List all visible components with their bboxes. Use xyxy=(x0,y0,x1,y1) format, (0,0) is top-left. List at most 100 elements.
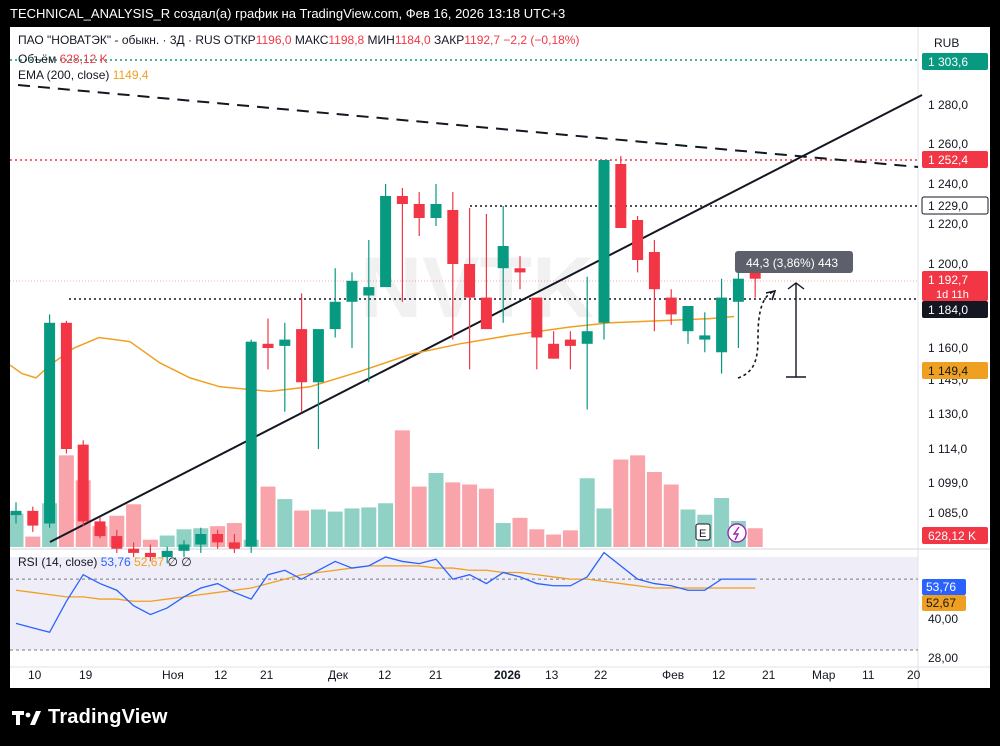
price-tick-label: 1 130,0 xyxy=(928,407,968,421)
candle-body xyxy=(44,322,56,524)
candle-body xyxy=(346,280,358,302)
ohlc-legend: ПАО "НОВАТЭК" - обыкн. · 3Д · RUS ОТКР11… xyxy=(18,33,579,47)
time-tick-label: Мар xyxy=(812,668,836,682)
candle-body xyxy=(144,552,156,558)
time-tick-label: 21 xyxy=(762,668,776,682)
price-badge-label: 1 192,7 xyxy=(928,273,968,287)
volume-bar xyxy=(562,530,578,547)
time-tick-label: 13 xyxy=(545,668,559,682)
measure-label: 44,3 (3,86%) 443 xyxy=(746,256,838,270)
tradingview-logo[interactable]: TradingView xyxy=(12,706,168,729)
currency-label[interactable]: RUB xyxy=(934,36,960,50)
volume-bar xyxy=(680,509,696,547)
volume-bar xyxy=(10,513,24,547)
price-badge xyxy=(922,301,988,318)
volume-bar xyxy=(159,535,175,547)
volume-bar xyxy=(58,455,74,547)
time-tick-label: 20 xyxy=(907,668,921,682)
measure-arrow xyxy=(787,282,805,290)
volume-bar xyxy=(294,510,310,547)
candle-body xyxy=(413,204,425,218)
rsi-badge-label: 53,76 xyxy=(926,580,956,594)
high-value: 1198,8 xyxy=(328,33,365,47)
ema-legend: EMA (200, close) 1149,4 xyxy=(18,68,149,82)
candle-body xyxy=(682,306,694,332)
volume-bar xyxy=(445,482,461,547)
candle-body xyxy=(598,160,610,323)
candle-body xyxy=(77,444,89,522)
open-value: 1196,0 xyxy=(255,33,292,47)
rsi-band xyxy=(10,557,918,650)
candle-body xyxy=(329,301,341,330)
projection-arrow xyxy=(765,289,777,301)
brand-text: TradingView xyxy=(48,706,168,728)
volume-bar xyxy=(579,478,595,547)
volume-bar xyxy=(361,507,377,547)
candle-body xyxy=(615,164,627,228)
price-tick-label: 1 200,0 xyxy=(928,257,968,271)
measure-label-box xyxy=(735,251,853,273)
volume-bar xyxy=(378,503,394,547)
time-tick-label: 21 xyxy=(429,668,443,682)
rsi-label: RSI (14, close) xyxy=(18,555,98,569)
time-tick-label: Дек xyxy=(328,668,349,682)
candle-body xyxy=(27,510,39,526)
rsi-value: 53,76 xyxy=(100,555,131,569)
candle-body xyxy=(632,220,644,260)
candle-body xyxy=(178,544,190,551)
ema-value: 1149,4 xyxy=(112,68,149,82)
price-badge-label: 1 303,6 xyxy=(928,55,968,69)
price-badge xyxy=(922,53,988,70)
open-label: ОТКР xyxy=(224,33,256,47)
close-value: 1192,7 xyxy=(464,33,501,47)
candle-body xyxy=(749,272,761,279)
rsi-ma-line xyxy=(15,565,756,602)
rsi-tick-label: 40,00 xyxy=(928,612,958,626)
volume-label: Объём xyxy=(18,52,57,66)
rsi-ma-badge xyxy=(922,595,966,611)
candle-body xyxy=(447,210,459,264)
candle-body xyxy=(60,322,72,449)
candle-body xyxy=(212,534,224,543)
symbol-name: ПАО "НОВАТЭК" - обыкн. · 3Д · RUS xyxy=(18,33,221,47)
rsi-ma-value: 52,67 xyxy=(134,555,165,569)
candle-body xyxy=(732,278,744,302)
price-chart[interactable]: NVTK 44,3 (3,86%) 443 E 1 280,0 1 260,0 1 240… xyxy=(10,27,990,688)
candle-body xyxy=(380,196,392,288)
price-badge xyxy=(922,362,988,379)
price-badge xyxy=(922,151,988,168)
rsi-legend: RSI (14, close) 53,76 52,67 ∅ ∅ xyxy=(18,555,192,569)
volume-bar xyxy=(411,486,427,547)
ema-label: EMA (200, close) xyxy=(18,68,110,82)
volume-bar xyxy=(478,488,494,547)
candle-body xyxy=(262,343,274,348)
rsi-ma-badge-label: 52,67 xyxy=(926,596,956,610)
chart-panel[interactable]: NVTK 44,3 (3,86%) 443 E 1 280,0 1 260,0 1 240… xyxy=(10,27,990,688)
candle-body xyxy=(128,548,140,553)
price-badge-sublabel: 1d 11h xyxy=(936,289,969,301)
change-value: −2,2 (−0,18%) xyxy=(503,33,580,47)
volume-bar xyxy=(646,472,662,547)
time-tick-label: 2026 xyxy=(494,668,521,682)
candle-body xyxy=(564,339,576,346)
volume-bar xyxy=(126,504,142,547)
candle-body xyxy=(94,521,106,537)
candle-body xyxy=(699,335,711,340)
candle-body xyxy=(279,339,291,346)
candle-body xyxy=(464,264,476,298)
earnings-marker xyxy=(695,523,711,541)
volume-bar xyxy=(176,529,192,547)
price-badge xyxy=(922,271,988,301)
volume-value: 628,12 K xyxy=(59,52,108,66)
candle-body xyxy=(111,536,123,549)
price-pane xyxy=(10,27,918,547)
volume-bar xyxy=(344,508,360,547)
lightning-icon xyxy=(732,526,740,541)
dashed-trendline xyxy=(17,84,919,168)
volume-bar xyxy=(747,528,763,547)
volume-legend: Объём 628,12 K xyxy=(18,52,108,66)
volume-bar xyxy=(613,459,629,547)
volume-bar xyxy=(428,473,444,547)
time-tick-label: 10 xyxy=(28,668,42,682)
